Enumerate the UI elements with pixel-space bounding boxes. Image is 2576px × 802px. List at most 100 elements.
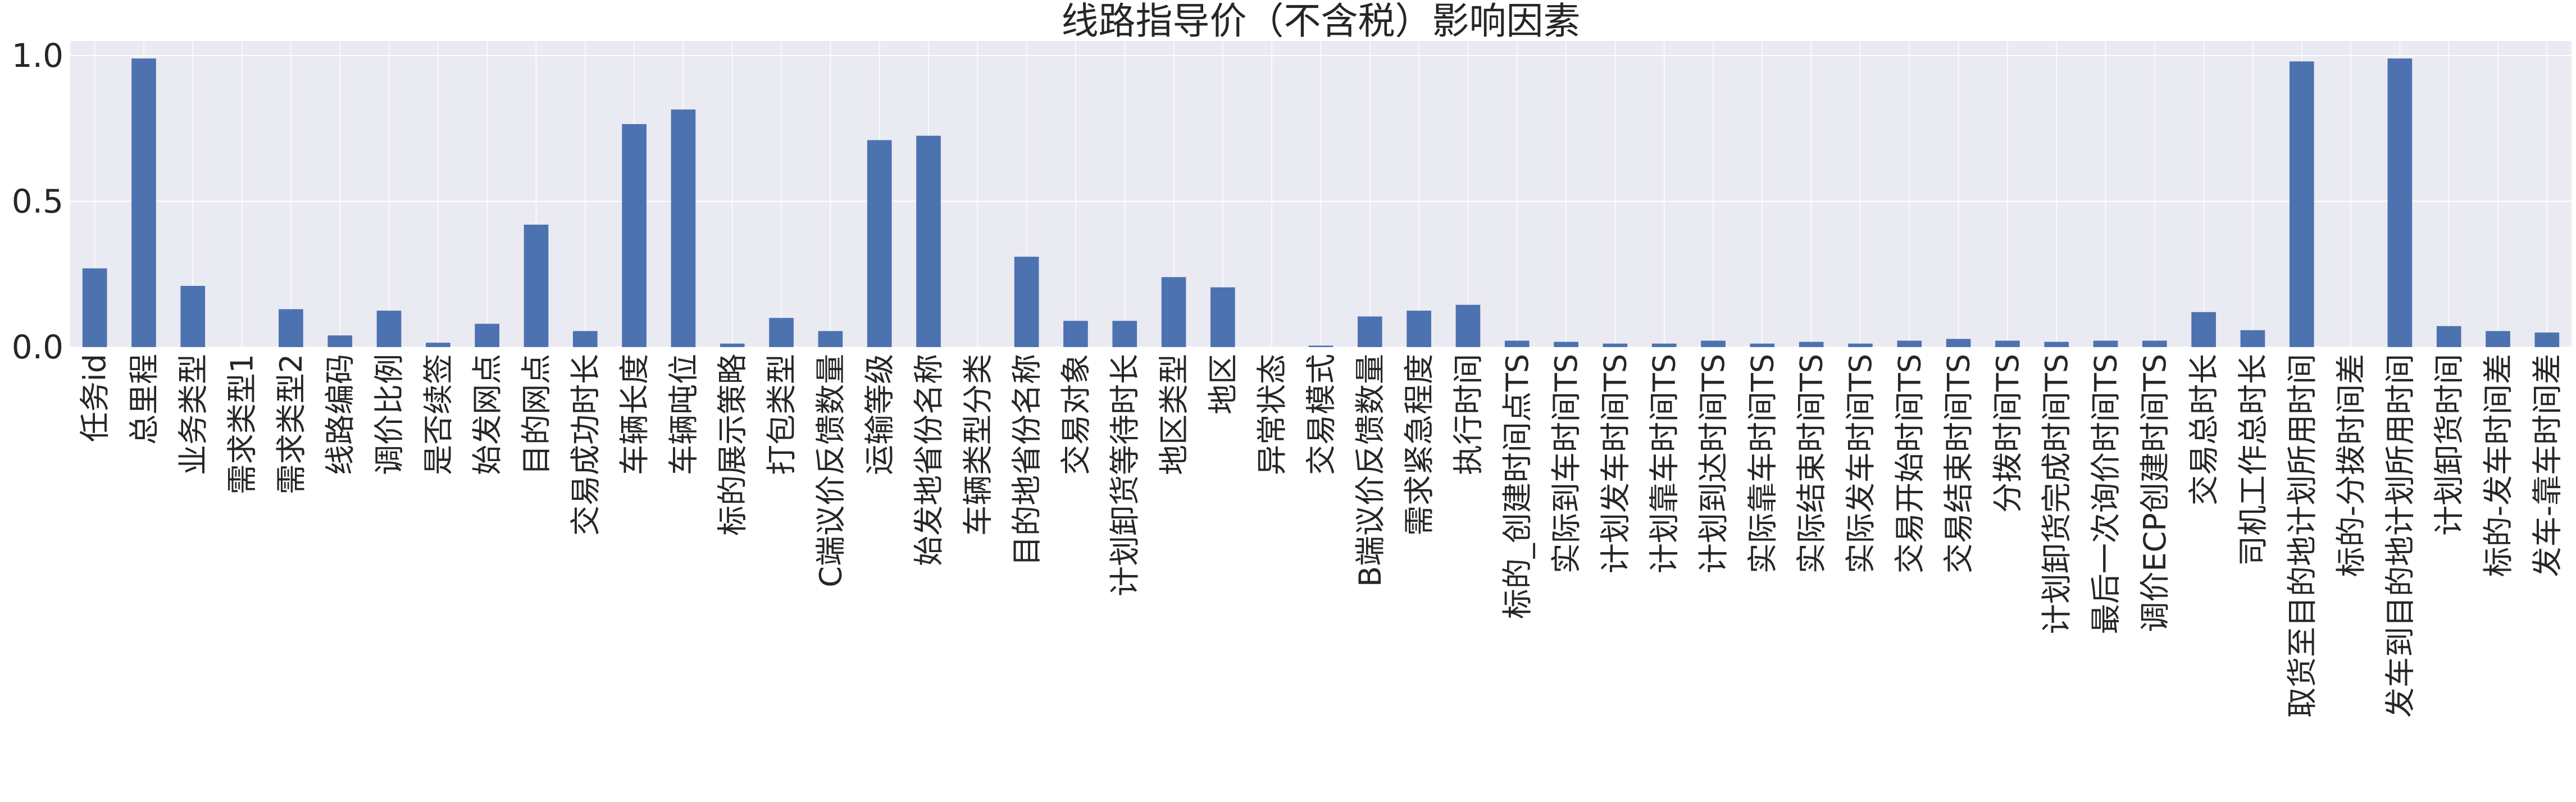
bar xyxy=(1014,257,1039,347)
bar xyxy=(1946,339,1971,347)
x-tick-label: 需求类型1 xyxy=(225,354,260,494)
x-tick-label: 实际到车时间TS xyxy=(1549,354,1584,573)
x-tick-label: 目的地省份名称 xyxy=(1009,354,1045,566)
x-tick-label: 调价ECP创建时间TS xyxy=(2137,354,2173,632)
x-tick-label: 计划到达时间TS xyxy=(1696,354,1731,573)
bar xyxy=(1799,341,1824,347)
y-tick-label: 0.0 xyxy=(12,328,63,366)
bar xyxy=(1701,340,1726,347)
x-tick-label: 业务类型 xyxy=(175,354,211,475)
bar xyxy=(1357,316,1382,347)
bar xyxy=(2436,326,2461,347)
x-tick-label: 计划靠车时间TS xyxy=(1647,354,1682,573)
bar xyxy=(2044,341,2069,347)
bar xyxy=(1504,340,1530,347)
x-tick-label: 地区类型 xyxy=(1157,354,1192,475)
x-tick-label: 需求类型2 xyxy=(274,354,309,494)
bar xyxy=(720,343,745,347)
x-tick-label: 交易成功时长 xyxy=(568,354,603,536)
bar xyxy=(1603,343,1628,347)
x-tick-label: 计划卸货等待时长 xyxy=(1107,354,1143,596)
bar xyxy=(1112,321,1137,347)
x-tick-label: 交易总时长 xyxy=(2186,354,2222,505)
x-tick-label: 发车-靠车时间差 xyxy=(2529,354,2565,577)
bar xyxy=(1897,340,1922,347)
x-tick-label: 打包类型 xyxy=(764,354,799,475)
bar xyxy=(327,335,353,347)
bar xyxy=(2534,332,2560,347)
bar xyxy=(1848,343,1873,347)
bar xyxy=(2387,58,2413,347)
bar xyxy=(82,268,107,347)
x-tick-label: 分拨时间TS xyxy=(1990,354,2026,513)
x-tick-label: 发车到目的地计划所用时间 xyxy=(2382,354,2418,718)
chart-title: 线路指导价（不含税）影响因素 xyxy=(1062,0,1581,43)
y-axis-ticks: 0.0 0.5 1.0 xyxy=(12,37,63,366)
bar xyxy=(1995,340,2020,347)
bar xyxy=(622,124,647,347)
bar xyxy=(2142,340,2167,347)
x-axis-ticks: 任务id 总里程 业务类型 需求类型1 需求类型2 线路编码 调价比例 是否续签 始发网点 目的网… xyxy=(78,354,2565,718)
x-tick-label: 运输等级 xyxy=(862,354,898,475)
bar xyxy=(2093,340,2118,347)
x-tick-label: 地区 xyxy=(1205,354,1241,414)
bar xyxy=(867,140,892,347)
bar xyxy=(376,311,402,347)
x-tick-label: 始发地省份名称 xyxy=(911,354,946,566)
x-tick-label: 实际结束时间TS xyxy=(1794,354,1829,573)
bar xyxy=(426,343,450,347)
x-tick-label: 线路编码 xyxy=(322,354,358,475)
bar xyxy=(2191,312,2216,347)
x-tick-label: 计划发车时间TS xyxy=(1598,354,1633,573)
bar xyxy=(1750,343,1775,347)
x-tick-label: 计划卸货时间 xyxy=(2432,354,2467,536)
bar xyxy=(671,109,696,347)
x-tick-label: 司机工作总时长 xyxy=(2235,354,2270,566)
bar xyxy=(1063,321,1088,347)
bar xyxy=(769,318,794,347)
bar xyxy=(2289,61,2314,347)
x-tick-label: 调价比例 xyxy=(372,354,407,475)
x-tick-label: 标的_创建时间点TS xyxy=(1500,354,1535,619)
bar xyxy=(2240,330,2265,347)
x-tick-label: 执行时间 xyxy=(1450,354,1486,475)
x-tick-label: 计划卸货完成时间TS xyxy=(2039,354,2074,634)
x-tick-label: C端议价反馈数量 xyxy=(813,354,848,587)
bar xyxy=(818,331,843,347)
x-tick-label: B端议价反馈数量 xyxy=(1353,354,1388,587)
x-tick-label: 目的网点 xyxy=(518,354,554,475)
x-tick-label: 标的-分拨时间差 xyxy=(2333,354,2369,577)
x-tick-label: 最后一次询价时间TS xyxy=(2088,354,2124,634)
bar xyxy=(1161,277,1186,347)
x-tick-label: 标的展示策略 xyxy=(715,354,750,536)
x-tick-label: 交易开始时间TS xyxy=(1892,354,1927,573)
x-tick-label: 交易模式 xyxy=(1304,354,1339,475)
bar xyxy=(1455,304,1481,347)
x-tick-label: 始发网点 xyxy=(470,354,505,475)
x-tick-label: 实际靠车时间TS xyxy=(1745,354,1780,573)
x-tick-label: 是否续签 xyxy=(421,354,456,475)
bar xyxy=(1308,345,1333,347)
x-tick-label: 异常状态 xyxy=(1254,354,1290,475)
x-tick-label: 任务id xyxy=(78,354,113,442)
bar xyxy=(2486,331,2510,347)
x-tick-label: 交易结束时间TS xyxy=(1941,354,1977,573)
x-tick-label: 车辆长度 xyxy=(617,354,652,475)
x-tick-label: 取货至目的地计划所用时间 xyxy=(2284,354,2320,718)
x-tick-label: 车辆吨位 xyxy=(666,354,701,475)
bar xyxy=(1210,287,1235,347)
x-tick-label: 总里程 xyxy=(126,354,162,445)
bar xyxy=(916,135,941,347)
y-tick-label: 0.5 xyxy=(12,182,63,220)
x-tick-label: 实际发车时间TS xyxy=(1843,354,1878,573)
bars xyxy=(82,58,2560,347)
x-tick-label: 标的-发车时间差 xyxy=(2481,354,2516,577)
bar xyxy=(475,323,499,347)
bar xyxy=(279,309,303,347)
bar xyxy=(1407,311,1431,347)
bar xyxy=(180,286,206,347)
bar xyxy=(524,225,549,347)
bar xyxy=(1554,341,1578,347)
